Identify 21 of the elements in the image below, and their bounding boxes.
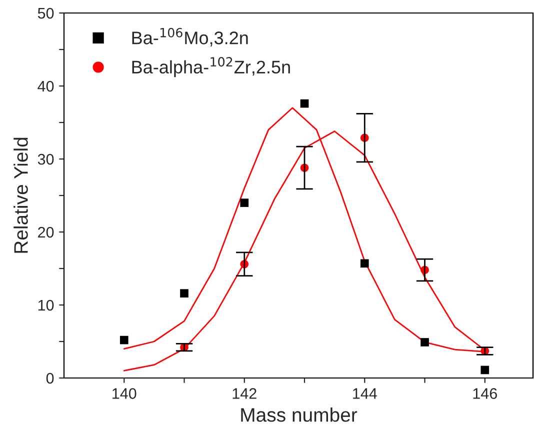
- point: [300, 99, 309, 108]
- point: [120, 336, 128, 344]
- point: [240, 198, 249, 207]
- point: [180, 289, 188, 298]
- x-tick-label: 140: [112, 388, 136, 399]
- x-tick-label: 142: [232, 388, 256, 399]
- point: [360, 259, 369, 268]
- point: [480, 366, 490, 374]
- point: [420, 338, 429, 346]
- legend-label: Ba-alpha-$^{102}$Zr,2.5n: [132, 57, 290, 78]
- x-tick-label: 146: [473, 388, 497, 399]
- y-tick-label: 20: [38, 226, 54, 238]
- y-tick-label: 0: [46, 372, 54, 384]
- legend-label: Ba-$^{106}$Mo,3.2n: [132, 28, 248, 46]
- x-axis-title: Mass number: [241, 408, 358, 422]
- x-tick-label: 144: [353, 388, 377, 399]
- y-axis-title: Relative Yield: [14, 138, 28, 253]
- y-tick-label: 40: [38, 80, 54, 92]
- y-tick-label: 50: [38, 8, 54, 19]
- y-tick-label: 30: [38, 154, 54, 165]
- y-tick-label: 10: [38, 300, 54, 311]
